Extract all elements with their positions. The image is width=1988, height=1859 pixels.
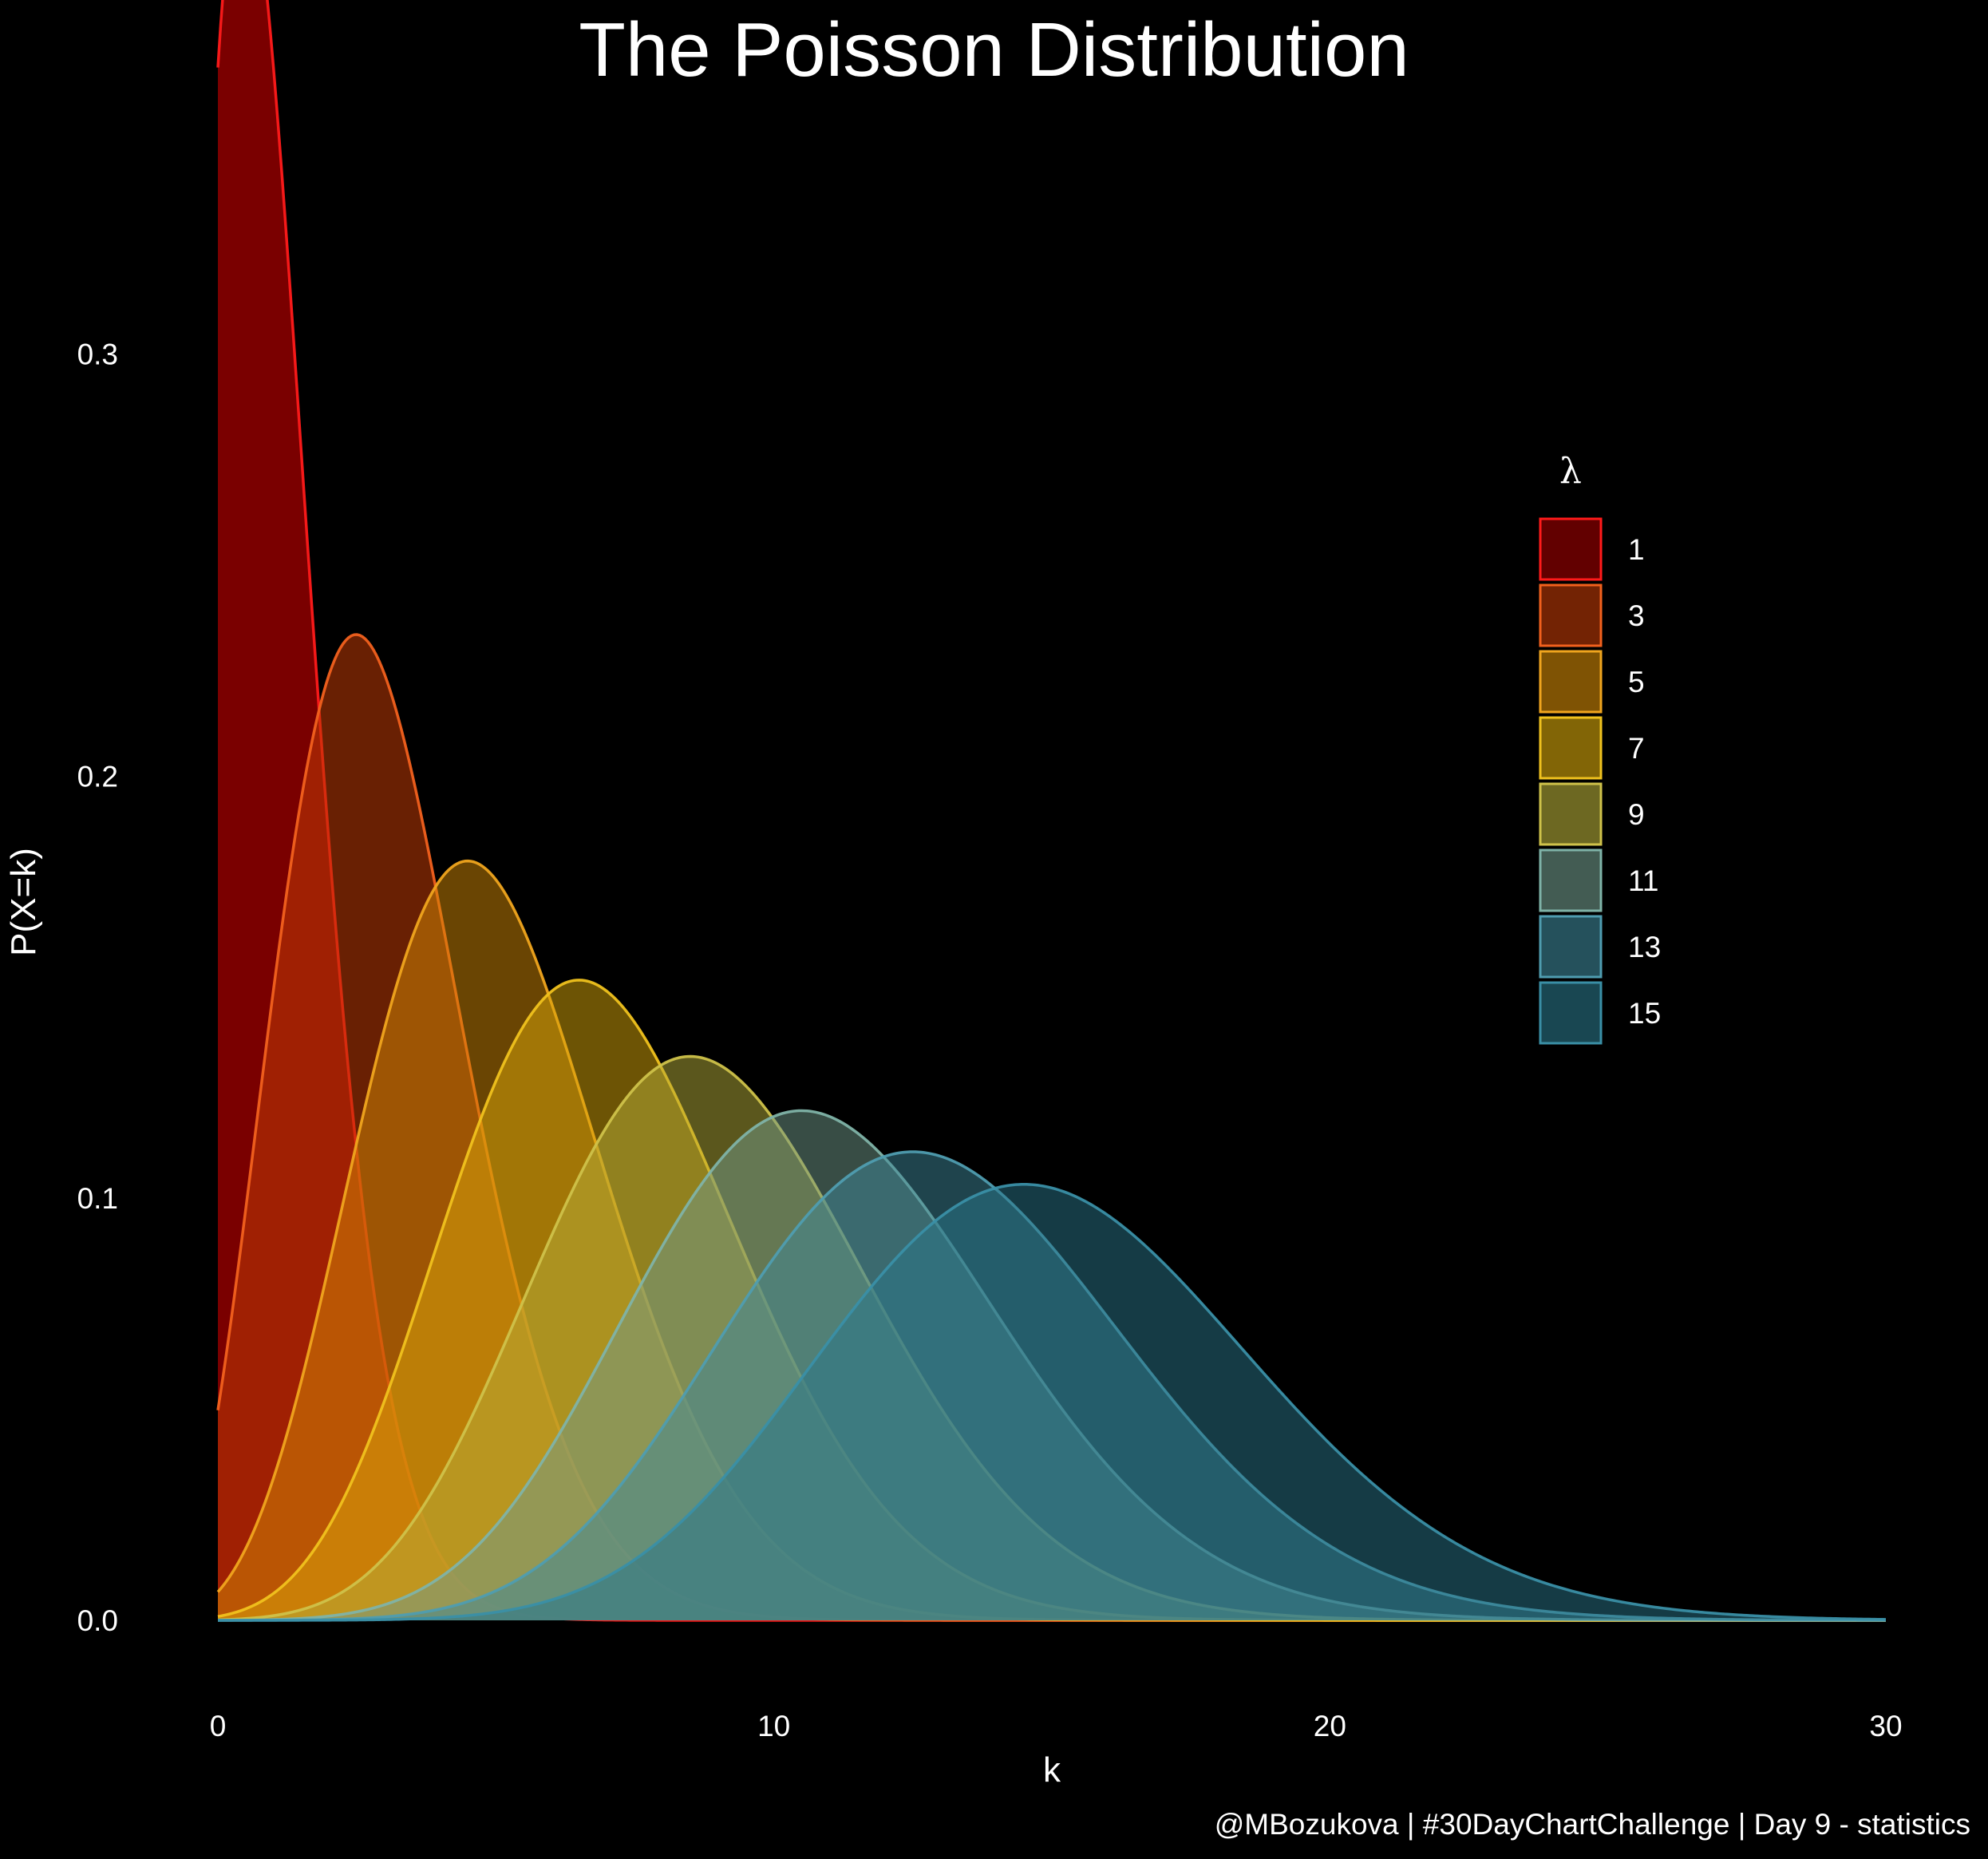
legend-item-13: 13: [1539, 915, 1661, 979]
legend-swatch: [1539, 650, 1603, 714]
y-tick-label: 0.2: [77, 760, 118, 793]
x-tick-label: 0: [210, 1710, 227, 1742]
legend-title: λ: [1559, 451, 1582, 492]
x-tick-label: 30: [1869, 1710, 1902, 1742]
legend-swatch: [1539, 981, 1603, 1045]
legend-label: 15: [1628, 997, 1661, 1030]
legend-item-15: 15: [1539, 981, 1661, 1045]
legend-item-5: 5: [1539, 650, 1645, 714]
legend-item-9: 9: [1539, 782, 1645, 846]
y-axis-title: P(X=k): [4, 848, 43, 956]
y-tick-label: 0.3: [77, 338, 118, 371]
chart-title: The Poisson Distribution: [579, 7, 1409, 93]
x-axis-ticks: 0 10 20 30: [210, 1710, 1903, 1742]
legend-item-3: 3: [1539, 583, 1645, 647]
curves-layer: [216, 0, 1887, 1622]
legend-label: 9: [1628, 798, 1645, 831]
legend-swatch: [1539, 782, 1603, 846]
legend-item-11: 11: [1539, 848, 1658, 912]
legend-swatch: [1539, 517, 1603, 581]
caption: @MBozukova | #30DayChartChallenge | Day …: [1214, 1808, 1970, 1841]
legend-label: 5: [1628, 666, 1645, 698]
legend-label: 7: [1628, 732, 1645, 765]
x-tick-label: 20: [1314, 1710, 1346, 1742]
legend-item-1: 1: [1539, 517, 1645, 581]
y-axis-ticks: 0.0 0.1 0.2 0.3: [77, 338, 118, 1637]
area-lambda-15: [218, 1184, 1886, 1620]
legend-swatch: [1539, 716, 1603, 780]
legend-label: 1: [1628, 533, 1645, 566]
legend-label: 3: [1628, 599, 1645, 632]
x-tick-label: 10: [757, 1710, 790, 1742]
y-tick-label: 0.1: [77, 1182, 118, 1215]
legend-swatch: [1539, 915, 1603, 979]
legend-item-7: 7: [1539, 716, 1645, 780]
legend-label: 11: [1628, 864, 1658, 897]
legend-swatch: [1539, 848, 1603, 912]
x-axis-title: k: [1043, 1750, 1061, 1790]
legend-swatch: [1539, 583, 1603, 647]
legend-label: 13: [1628, 931, 1661, 963]
y-tick-label: 0.0: [77, 1604, 118, 1637]
line-lambda-15: [218, 1183, 1887, 1622]
